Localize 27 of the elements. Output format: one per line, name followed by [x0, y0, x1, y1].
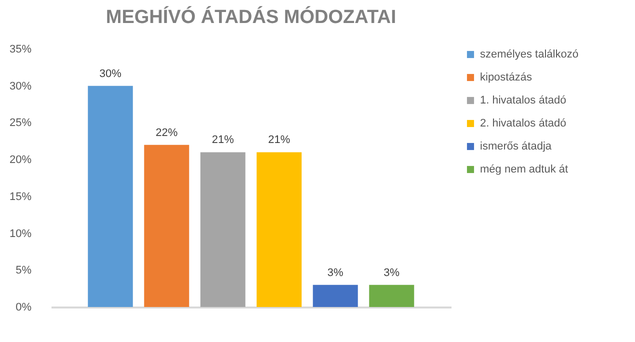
y-tick-label: 10% [9, 228, 32, 240]
bar [88, 86, 133, 307]
y-tick-label: 20% [9, 154, 32, 166]
legend-label: még nem adtuk át [480, 164, 568, 176]
legend-label: 1. hivatalos átadó [480, 94, 566, 106]
bar [369, 284, 414, 307]
data-label: 21% [268, 134, 290, 146]
chart-title: MEGHÍVÓ ÁTADÁS MÓDOZATAI [106, 6, 396, 28]
y-tick-label: 30% [9, 80, 32, 92]
bar [256, 152, 302, 307]
legend-label: személyes találkozó [480, 48, 578, 60]
y-tick-label: 0% [16, 302, 32, 314]
y-tick-label: 25% [9, 117, 32, 130]
legend-label: 2. hivatalos átadó [480, 118, 566, 130]
data-label: 22% [156, 126, 178, 139]
y-tick-label: 35% [9, 44, 32, 56]
data-label: 21% [212, 134, 234, 146]
bar [312, 284, 358, 307]
bar [200, 152, 246, 307]
legend-label: kipostázás [480, 72, 532, 84]
bar [144, 144, 190, 307]
data-label: 3% [327, 266, 344, 279]
data-label: 30% [99, 68, 122, 80]
y-tick-label: 15% [9, 190, 32, 203]
legend-label: ismerős átadja [480, 140, 552, 152]
y-tick-label: 5% [16, 264, 32, 277]
data-label: 3% [384, 266, 400, 279]
